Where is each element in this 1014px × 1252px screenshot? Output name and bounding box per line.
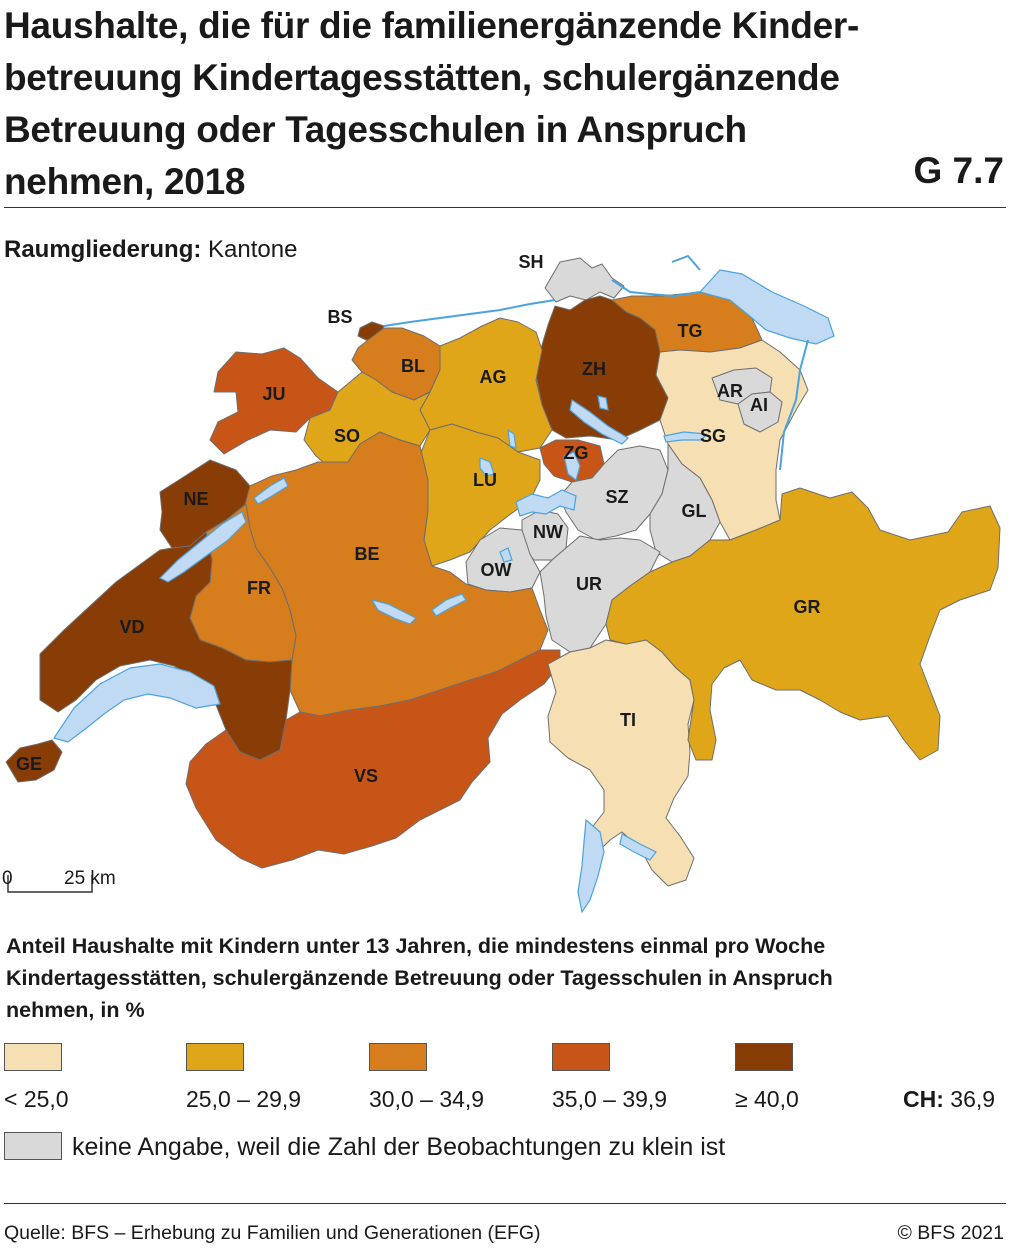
lake-zug xyxy=(563,451,581,482)
canton-label-JU: JU xyxy=(262,384,285,404)
figure-number: G 7.7 xyxy=(913,150,1005,191)
canton-label-VS: VS xyxy=(354,766,378,786)
canton-label-TG: TG xyxy=(678,321,703,341)
source-note: Quelle: BFS – Erhebung zu Familien und G… xyxy=(4,1222,541,1244)
region-caption: Raumgliederung: Kantone xyxy=(4,236,297,264)
lake-sempach xyxy=(479,457,495,477)
region-label: Raumgliederung: xyxy=(4,236,202,263)
legend-swatch-30-34 xyxy=(369,1043,427,1071)
top-rule xyxy=(4,207,1006,208)
canton-label-FR: FR xyxy=(247,578,271,598)
scale-bar: 0 25 km xyxy=(2,868,116,893)
legend-label-35-39: 35,0 – 39,9 xyxy=(552,1086,668,1112)
canton-label-ZG: ZG xyxy=(564,443,589,463)
ch-label: CH: xyxy=(903,1086,944,1112)
river-thur xyxy=(671,254,701,271)
lake-greifensee xyxy=(597,395,609,411)
canton-label-UR: UR xyxy=(576,574,602,594)
canton-label-AR: AR xyxy=(717,381,743,401)
lake-geneva xyxy=(53,663,221,743)
canton-label-GE: GE xyxy=(16,754,42,774)
legend-label-na: keine Angabe, weil die Zahl der Beobacht… xyxy=(72,1133,726,1161)
legend-label-lt25: < 25,0 xyxy=(4,1086,69,1112)
lake-lugano xyxy=(619,833,657,861)
lake-sarnen xyxy=(499,547,513,563)
canton-label-ZH: ZH xyxy=(582,359,606,379)
lakes-layer xyxy=(53,269,835,914)
canton-GE[interactable] xyxy=(5,739,63,783)
scale-zero: 0 xyxy=(2,868,13,889)
canton-label-NE: NE xyxy=(183,489,208,509)
canton-label-SH: SH xyxy=(518,252,543,272)
canton-label-BS: BS xyxy=(327,307,352,327)
canton-TI[interactable] xyxy=(547,639,695,887)
lake-hallwil xyxy=(507,428,517,449)
legend-label-25-29: 25,0 – 29,9 xyxy=(186,1086,302,1112)
lake-walensee xyxy=(663,431,708,443)
legend-label-30-34: 30,0 – 34,9 xyxy=(369,1086,485,1112)
chart-title: Haushalte, die für die familienergänzend… xyxy=(4,0,904,208)
legend-swatch-ge40 xyxy=(735,1043,793,1071)
switzerland-total: CH: 36,9 xyxy=(903,1086,995,1113)
lake-biel xyxy=(253,477,289,505)
scale-distance: 25 km xyxy=(64,868,116,889)
river-alpine-rhine xyxy=(779,339,809,471)
region-value: Kantone xyxy=(208,236,298,263)
canton-label-GL: GL xyxy=(682,501,707,521)
title-line-1: Haushalte, die für die familienergänzend… xyxy=(4,5,859,46)
canton-label-BE: BE xyxy=(354,544,379,564)
canton-GR[interactable] xyxy=(605,487,1001,761)
legend-swatch-35-39 xyxy=(552,1043,610,1071)
legend-swatch-na xyxy=(4,1132,62,1160)
title-line-3: Betreuung oder Tagesschulen in Anspruch xyxy=(4,109,747,150)
bottom-rule xyxy=(4,1203,1006,1204)
canton-label-VD: VD xyxy=(119,617,144,637)
canton-label-SO: SO xyxy=(334,426,360,446)
canton-label-OW: OW xyxy=(481,560,512,580)
canton-label-NW: NW xyxy=(533,522,563,542)
lake-bodensee xyxy=(698,269,835,345)
lake-neuchatel xyxy=(158,511,247,583)
lake-maggiore xyxy=(577,818,605,914)
copyright: © BFS 2021 xyxy=(897,1222,1004,1244)
title-line-4: nehmen, 2018 xyxy=(4,161,246,202)
lake-zurich xyxy=(569,399,629,445)
legend-label-ge40: ≥ 40,0 xyxy=(735,1086,799,1112)
rivers-layer xyxy=(383,254,809,471)
ch-value: 36,9 xyxy=(950,1086,996,1112)
canton-label-AI: AI xyxy=(750,395,768,415)
legend-title-line-2: Kindertagesstätten, schulergänzende Betr… xyxy=(6,966,833,990)
canton-AI[interactable] xyxy=(737,391,783,433)
legend-swatch-25-29 xyxy=(186,1043,244,1071)
lake-lucerne xyxy=(515,489,577,517)
canton-SH[interactable] xyxy=(544,257,625,303)
canton-VD[interactable] xyxy=(39,531,293,761)
canton-label-TI: TI xyxy=(620,710,636,730)
canton-label-SG: SG xyxy=(700,426,726,446)
lake-brienz xyxy=(431,593,467,617)
canton-VS[interactable] xyxy=(185,649,561,869)
river-rhine-upper xyxy=(611,279,701,298)
legend-title: Anteil Haushalte mit Kindern unter 13 Ja… xyxy=(6,930,1011,1026)
canton-label-BL: BL xyxy=(401,356,425,376)
legend-title-line-3: nehmen, in % xyxy=(6,998,145,1022)
canton-label-GR: GR xyxy=(794,597,821,617)
canton-label-AG: AG xyxy=(480,367,507,387)
title-line-2: betreuung Kindertagesstätten, schulergän… xyxy=(4,57,840,98)
canton-map: SH BS BL AG ZH TG JU SO AR AI SG ZG LU NE SZ GL NW BE OW UR… xyxy=(2,252,1001,914)
legend-title-line-1: Anteil Haushalte mit Kindern unter 13 Ja… xyxy=(6,934,826,958)
canton-label-LU: LU xyxy=(473,470,497,490)
legend-swatch-lt25 xyxy=(4,1043,62,1071)
canton-labels: SH BS BL AG ZH TG JU SO AR AI SG ZG LU NE SZ GL NW BE OW UR… xyxy=(16,252,821,786)
canton-label-SZ: SZ xyxy=(605,487,628,507)
canton-JU[interactable] xyxy=(209,347,339,455)
lake-thun xyxy=(370,599,418,625)
river-rhine-high xyxy=(383,299,556,327)
